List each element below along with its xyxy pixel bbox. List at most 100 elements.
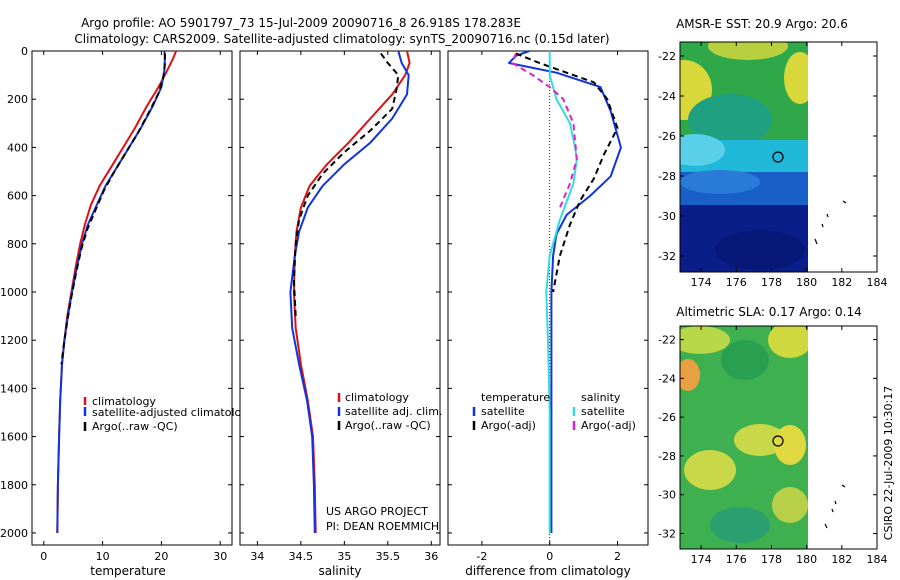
lat-tick-label: -22 (658, 334, 676, 347)
series-line (508, 50, 622, 533)
island-marks (814, 200, 847, 245)
difference-panel: -2 0 2 difference from climatology tempera… (447, 50, 649, 578)
lat-tick-label: -24 (658, 372, 676, 385)
sst-patch-yellow-north (708, 42, 788, 60)
sla-patch-green-n (721, 340, 769, 380)
series-line (545, 51, 578, 533)
lon-tick-label: 180 (796, 276, 817, 289)
y-tick-label: 1400 (0, 382, 28, 395)
y-tick-label: 800 (7, 238, 28, 251)
project-line1: US ARGO PROJECT (326, 505, 428, 518)
lat-tick-label: -32 (658, 527, 676, 540)
x-tick-label: -2 (476, 550, 487, 563)
sla-patch-orange (680, 359, 700, 391)
depth-ticks: 0 200 400 600 800 1000 1200 1400 1600 1800 2000 (0, 45, 232, 540)
sst-map-title: AMSR-E SST: 20.9 Argo: 20.6 (676, 17, 848, 31)
sla-patch-yellow-e (774, 425, 806, 465)
x-tick-label: 35.5 (376, 550, 401, 563)
sla-map-ticks: 174 176 178 180 182 184 -22 -24 -26 -28 -30 -32 (658, 326, 888, 566)
sla-patch-yellow-nw (680, 326, 730, 354)
y-tick-label: 1200 (0, 334, 28, 347)
lon-tick-label: 182 (831, 553, 852, 566)
lon-tick-label: 184 (867, 276, 888, 289)
credit-label: CSIRO 22-Jul-2009 10:30:17 (882, 386, 895, 540)
lon-tick-label: 180 (796, 553, 817, 566)
series-line (292, 52, 400, 317)
y-tick-label: 400 (7, 141, 28, 154)
lat-tick-label: -26 (658, 411, 676, 424)
sst-map-frame (679, 41, 878, 273)
legend-label-argo: Argo(..raw -QC) (345, 419, 431, 432)
legend-label-sal-argo: Argo(-adj) (581, 419, 636, 432)
island-mark (814, 238, 818, 245)
difference-depth-ticks (448, 50, 648, 534)
x-tick-label: 0 (40, 550, 47, 563)
sla-patch-yellow-mid (734, 424, 786, 456)
temperature-series (56, 50, 178, 534)
difference-series (508, 50, 622, 533)
island-marks (824, 484, 846, 529)
temperature-panel: 0 200 400 600 800 1000 1200 1400 1600 1800 2000 0 1… (0, 45, 248, 578)
lon-tick-label: 174 (691, 276, 712, 289)
x-tick-label: 0 (546, 550, 553, 563)
lon-tick-label: 178 (761, 276, 782, 289)
sla-patch-yellow-sw (684, 450, 736, 490)
series-line (515, 52, 619, 293)
lon-tick-label: 176 (726, 553, 747, 566)
lon-tick-label: 176 (726, 276, 747, 289)
lat-tick-label: -22 (658, 50, 676, 63)
y-tick-label: 200 (7, 93, 28, 106)
y-tick-label: 2000 (0, 527, 28, 540)
lat-tick-label: -24 (658, 90, 676, 103)
legend-label-climatology: climatology (92, 395, 156, 408)
legend-header-temperature: temperature (481, 391, 550, 404)
lat-tick-label: -30 (658, 210, 676, 223)
sst-field (680, 42, 808, 272)
island-mark (841, 484, 846, 488)
lon-tick-label: 184 (867, 553, 888, 566)
temperature-axes-frame (31, 50, 233, 546)
series-line (60, 53, 166, 365)
sla-patch-yellow-ne (768, 326, 808, 358)
lon-tick-label: 182 (831, 276, 852, 289)
y-tick-label: 0 (21, 45, 28, 58)
x-tick-label: 20 (154, 550, 168, 563)
sst-map-panel: AMSR-E SST: 20.9 Argo: 20.6 174 176 178 180… (658, 17, 888, 289)
legend-label-satellite: satellite-adjusted climatolog (92, 406, 248, 419)
series-line (511, 53, 578, 208)
legend-label-climatology: climatology (345, 391, 409, 404)
difference-legend: temperature salinity satellite Argo(-adj… (472, 391, 636, 432)
figure-title-line2: Climatology: CARS2009. Satellite-adjuste… (74, 32, 609, 46)
sla-patch-teal-s (710, 507, 770, 543)
island-mark (824, 523, 828, 529)
x-tick-label: 10 (96, 550, 110, 563)
legend-label-satellite: satellite adj. clim. (345, 405, 442, 418)
sla-map-panel: Altimetric SLA: 0.17 Argo: 0.14 174 176 17… (658, 305, 887, 566)
x-tick-label: 34 (250, 550, 264, 563)
difference-ticks: -2 0 2 (476, 51, 621, 563)
salinity-xlabel: salinity (318, 564, 361, 578)
y-tick-label: 600 (7, 190, 28, 203)
x-tick-label: 30 (213, 550, 227, 563)
sst-patch-cold-deep (715, 230, 805, 270)
series-line (289, 50, 410, 534)
island-mark (834, 500, 837, 505)
lat-tick-label: -28 (658, 170, 676, 183)
difference-axes-frame (447, 50, 649, 546)
y-tick-label: 1600 (0, 431, 28, 444)
sla-patch-yellow-se (772, 487, 808, 523)
island-mark (842, 200, 847, 204)
x-tick-label: 35 (337, 550, 351, 563)
lat-tick-label: -32 (658, 250, 676, 263)
project-line2: PI: DEAN ROEMMICH (326, 520, 439, 533)
legend-header-salinity: salinity (581, 391, 621, 404)
sla-map-frame (679, 325, 878, 550)
salinity-series (289, 50, 411, 534)
lon-tick-label: 178 (761, 553, 782, 566)
difference-xlabel: difference from climatology (465, 564, 631, 578)
sst-map-ticks: 174 176 178 180 182 184 -22 -24 -26 -28 -30 -32 (658, 42, 888, 289)
salinity-axes-frame (239, 50, 441, 546)
legend-label-sal-satellite: satellite (581, 405, 625, 418)
lat-tick-label: -28 (658, 450, 676, 463)
